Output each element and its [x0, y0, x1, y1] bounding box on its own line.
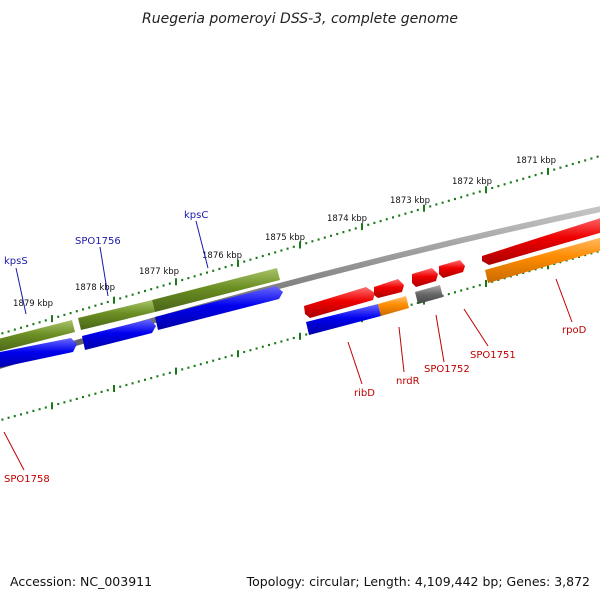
- feature-olive-spo1756: [78, 300, 155, 330]
- kbp-label: 1874 kbp: [327, 214, 367, 224]
- leader-spo1751: [463, 308, 489, 347]
- kbp-label: 1873 kbp: [390, 196, 430, 206]
- kbp-labels: 1871 kbp 1872 kbp 1873 kbp 1874 kbp 1875…: [13, 156, 556, 309]
- leader-lines: [3, 220, 573, 471]
- map-title: Ruegeria pomeroyi DSS-3, complete genome: [142, 11, 458, 27]
- leader-spo1758: [3, 431, 25, 471]
- leader-ribd: [347, 341, 363, 385]
- gene-label-spo1751: SPO1751: [470, 350, 516, 361]
- kbp-label: 1878 kbp: [75, 283, 115, 293]
- feature-blue-kpss: [0, 338, 77, 368]
- feature-red-1: [304, 287, 375, 318]
- feature-olive-left: [0, 320, 75, 352]
- feature-gray-spo1752: [415, 285, 443, 304]
- gene-label-kpsc: kpsC: [184, 210, 208, 221]
- leader-kpsc: [195, 220, 209, 269]
- feature-red-4: [439, 260, 465, 278]
- leader-spo1752: [435, 314, 445, 363]
- gene-label-rpod: rpoD: [562, 325, 587, 336]
- leader-rpod: [555, 278, 573, 323]
- feature-olive-kpsc: [152, 268, 280, 312]
- kbp-label: 1871 kbp: [516, 156, 556, 166]
- gene-label-kpss: kpsS: [4, 256, 28, 267]
- feature-blue-spo1756: [82, 319, 156, 350]
- feature-orange-rpod: [485, 237, 600, 283]
- genome-summary-text: Topology: circular; Length: 4,109,442 bp…: [246, 574, 590, 589]
- gene-label-spo1756: SPO1756: [75, 236, 121, 247]
- leader-kpss: [15, 267, 27, 315]
- kbp-label: 1879 kbp: [13, 299, 53, 309]
- outer-scale-track: [1, 155, 599, 335]
- gene-label-nrdr: nrdR: [396, 376, 420, 387]
- gene-label-spo1758: SPO1758: [4, 474, 50, 485]
- kbp-label: 1877 kbp: [139, 267, 179, 277]
- leader-nrdr: [398, 326, 405, 373]
- feature-blue-ribd: [306, 304, 381, 335]
- gene-label-spo1752: SPO1752: [424, 364, 470, 375]
- feature-orange-nrdr: [378, 296, 409, 316]
- kbp-label: 1876 kbp: [202, 251, 242, 261]
- genome-backbone: [0, 206, 600, 369]
- accession-text: Accession: NC_003911: [10, 574, 152, 589]
- feature-red-3: [412, 268, 438, 287]
- feature-red-rpod: [482, 218, 600, 265]
- kbp-label: 1872 kbp: [452, 177, 492, 187]
- gene-label-ribd: ribD: [354, 388, 375, 399]
- leader-spo1756: [99, 246, 109, 297]
- feature-red-2: [374, 279, 404, 298]
- feature-blue-kpsc: [155, 286, 283, 330]
- kbp-label: 1875 kbp: [265, 233, 305, 243]
